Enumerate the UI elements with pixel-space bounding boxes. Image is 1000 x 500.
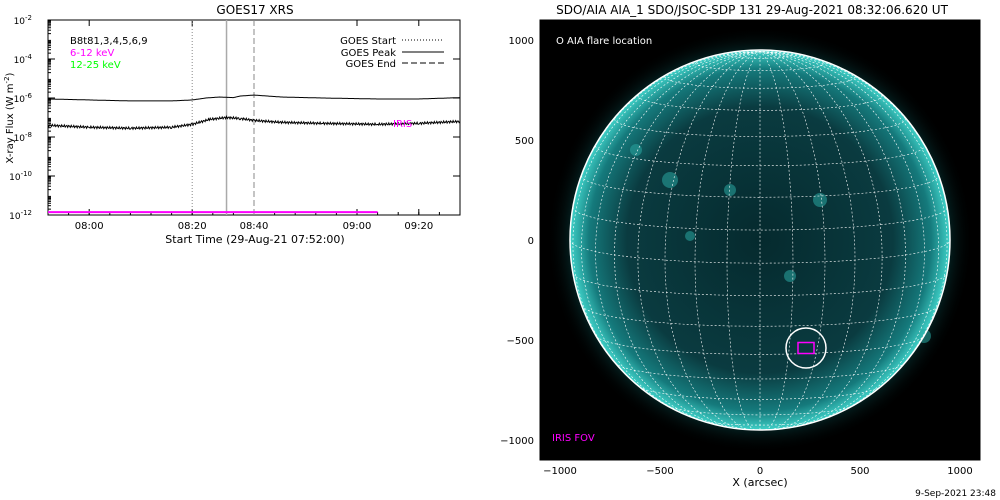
aia-y-tick-label: 0 (528, 236, 534, 247)
aia-grid-longitude (581, 51, 761, 420)
aia-iris-fov-label: IRIS FOV (552, 433, 595, 444)
goes-iris-annotation: IRIS (393, 119, 412, 130)
aia-grid-latitude (572, 273, 948, 296)
aia-x-tick-label: 1000 (947, 466, 972, 477)
goes-series-line-1 (47, 114, 461, 131)
aia-flare-location-circle (785, 327, 827, 369)
goes-y-tick-label: 10-2 (14, 14, 32, 27)
goes-x-tick-label: 08:40 (240, 221, 269, 232)
aia-active-region (724, 184, 736, 196)
aia-grid-longitude (759, 51, 939, 420)
goes-legend-detectors: B8t81,3,4,5,6,9 (70, 36, 148, 47)
goes-y-tick-label: 10-6 (14, 92, 33, 105)
aia-grid-longitude (572, 51, 761, 396)
goes-series-group (47, 94, 461, 214)
goes-legend-left: B8t81,3,4,5,6,9 6-12 keV 12-25 keV (70, 36, 148, 71)
goes-y-tick-label: 10-4 (14, 53, 33, 66)
goes-chart-title: GOES17 XRS (216, 3, 293, 17)
aia-grid-latitude (726, 54, 794, 59)
goes-time-markers (191, 20, 255, 215)
aia-y-ticks: 1000 500 0 −500 −1000 (500, 36, 980, 447)
goes-legend-right: GOES Start GOES Peak GOES End (340, 36, 444, 70)
aia-x-tick-label: 0 (757, 466, 763, 477)
aia-active-region (685, 231, 695, 241)
goes-x-tick-label: 08:20 (178, 221, 207, 232)
aia-grid-latitude (614, 362, 906, 380)
aia-image-plot: SDO/AIA AIA_1 SDO/JSOC-SDP 131 29-Aug-20… (500, 3, 981, 489)
aia-grid-latitude (694, 62, 826, 71)
goes-x-tick-label: 09:20 (404, 221, 433, 232)
aia-iris-fov-box (797, 341, 815, 355)
goes-series-line-0 (48, 94, 460, 102)
aia-grid-latitude (637, 95, 883, 111)
aia-x-tick-label: 500 (850, 466, 869, 477)
aia-grid-latitude (581, 175, 939, 198)
aia-grid-longitude (759, 51, 925, 426)
aia-active-region (813, 193, 827, 207)
goes-xrs-plot: GOES17 XRS 08:00 08:20 08:40 09:00 09:20 10-… (3, 3, 461, 246)
aia-grid-longitude (614, 51, 761, 428)
goes-x-tick-label: 08:00 (75, 221, 104, 232)
aia-grid-longitude (759, 51, 948, 396)
goes-legend-12-25kev: 12-25 keV (70, 60, 121, 71)
goes-y-tick-label: 10-10 (9, 170, 32, 183)
aia-x-tick-label: −500 (646, 466, 673, 477)
aia-x-ticks: −1000 −500 0 500 1000 (543, 20, 973, 477)
aia-grid-latitude (639, 386, 881, 400)
aia-active-region (784, 270, 796, 282)
aia-grid-longitude (664, 51, 761, 430)
aia-x-tick-label: −1000 (543, 466, 577, 477)
aia-grid-longitude (759, 51, 826, 430)
goes-y-tick-label: 10-8 (14, 131, 32, 144)
footer-timestamp: 9-Sep-2021 23:48 (915, 489, 996, 499)
aia-grid-longitude (694, 51, 761, 430)
aia-grid-longitude (759, 51, 856, 430)
aia-lat-lon-grid (569, 51, 951, 431)
aia-active-region (662, 172, 678, 188)
aia-y-tick-label: 1000 (509, 36, 534, 47)
goes-legend-end-label: GOES End (346, 59, 396, 70)
aia-y-tick-label: 500 (515, 136, 534, 147)
goes-legend-start-label: GOES Start (340, 36, 396, 47)
goes-legend-6-12kev: 6-12 keV (70, 48, 114, 59)
goes-y-tick-label: 10-12 (9, 209, 32, 222)
aia-grid-latitude (581, 305, 939, 327)
goes-y-axis-label: X-ray Flux (W m-2) (3, 72, 16, 163)
aia-grid-longitude (595, 51, 761, 426)
aia-flare-legend: O AIA flare location (556, 36, 652, 47)
aia-grid-latitude (596, 336, 924, 355)
goes-x-axis-label: Start Time (29-Aug-21 07:52:00) (165, 233, 344, 246)
goes-x-tick-label: 09:00 (343, 221, 372, 232)
goes-legend-peak-label: GOES Peak (341, 48, 396, 59)
aia-solar-limb (569, 49, 951, 431)
aia-x-axis-label: X (arcsec) (732, 476, 787, 489)
aia-image-title: SDO/AIA AIA_1 SDO/JSOC-SDP 131 29-Aug-20… (556, 3, 948, 17)
aia-y-tick-label: −1000 (500, 436, 534, 447)
aia-grid-longitude (759, 51, 906, 428)
aia-y-tick-label: −500 (507, 336, 534, 347)
